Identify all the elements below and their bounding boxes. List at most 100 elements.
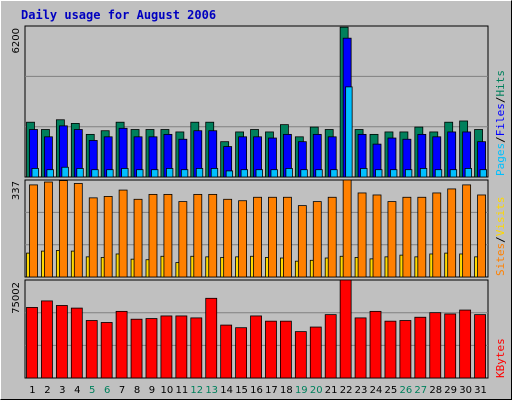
bar-pages (464, 168, 473, 178)
legend-middle: Sites/Visits (494, 197, 507, 277)
legend-hits: Hits (494, 70, 507, 97)
y-max-label-middle: 337 (11, 181, 22, 200)
legend-visits: Visits (494, 197, 507, 237)
chart-title: Daily usage for August 2006 (21, 8, 216, 22)
x-tick-label: 20 (310, 385, 323, 396)
bar-sites (312, 201, 322, 278)
bar-sites (208, 193, 218, 278)
bar-kbytes (444, 313, 457, 379)
y-max-label-bottom: 75002 (11, 282, 22, 314)
x-tick-label: 18 (280, 385, 293, 396)
x-tick-label: 10 (161, 385, 174, 396)
panel-hits-files-pages (24, 25, 489, 178)
bar-sites (148, 193, 158, 278)
bar-sites (327, 196, 337, 278)
bar-kbytes (369, 310, 382, 379)
bar-pages (91, 169, 99, 178)
bar-kbytes (41, 300, 53, 379)
bar-kbytes (145, 318, 158, 379)
legend-sep-2: / (494, 97, 507, 104)
bar-sites (103, 196, 113, 278)
bar-pages (270, 169, 278, 178)
bar-kbytes (459, 309, 472, 379)
bar-kbytes (384, 320, 397, 379)
bar-sites (283, 196, 292, 278)
bar-kbytes (130, 318, 143, 379)
legend-sites: Sites (494, 243, 507, 276)
x-tick-label: 8 (134, 385, 140, 396)
bar-pages (240, 169, 248, 178)
x-tick-label: 23 (355, 385, 368, 396)
bar-pages (225, 170, 234, 178)
bar-kbytes (250, 315, 262, 379)
bar-sites (133, 198, 143, 278)
x-tick-label: 2 (44, 385, 50, 396)
bar-pages (449, 169, 458, 178)
bar-pages (404, 169, 413, 178)
bar-kbytes (220, 324, 233, 379)
bar-sites (253, 196, 262, 278)
bar-sites (88, 197, 98, 278)
bar-pages (434, 169, 443, 178)
bar-kbytes (190, 317, 203, 379)
legend-sep-1: / (494, 136, 507, 143)
x-tick-label: 29 (444, 385, 457, 396)
bar-pages (360, 168, 368, 178)
bar-pages (106, 169, 114, 178)
bar-pages (46, 169, 54, 178)
bar-kbytes (265, 320, 277, 379)
x-tick-label: 17 (265, 385, 278, 396)
bar-kbytes (175, 315, 188, 379)
bar-sites (268, 196, 277, 278)
bar-kbytes (70, 307, 83, 379)
bar-kbytes (280, 320, 292, 379)
x-axis-day-labels: 1 2 3 4 5 6 7 8 9 10 11 12 13 14 15 16 17 18 19 20 21 22 23 24 2… (29, 385, 487, 396)
bar-kbytes (205, 297, 218, 379)
legend-top: Pages/Files/Hits (494, 70, 507, 176)
x-tick-label: 21 (325, 385, 338, 396)
bar-kbytes (429, 312, 442, 379)
bar-sites (223, 198, 233, 278)
x-tick-label: 24 (370, 385, 383, 396)
bar-pages (166, 168, 174, 178)
y-max-label-top: 6200 (11, 28, 22, 53)
x-tick-label: 19 (295, 385, 308, 396)
bar-sites (193, 193, 203, 278)
bar-pages (479, 169, 487, 178)
bar-sites (238, 200, 247, 278)
x-tick-label: 5 (89, 385, 95, 396)
bar-kbytes (309, 326, 322, 379)
bar-sites (372, 194, 382, 278)
bar-pages (180, 169, 189, 178)
bar-kbytes (85, 320, 98, 379)
bar-sites (29, 184, 38, 278)
bar-kbytes (26, 307, 38, 379)
bar-sites (357, 192, 367, 278)
bar-pages (151, 169, 159, 178)
bar-sites (178, 201, 188, 278)
bar-sites (462, 184, 472, 278)
bar-pages (375, 169, 383, 178)
x-tick-label: 22 (340, 385, 353, 396)
bar-pages (195, 168, 204, 178)
x-tick-label: 4 (74, 385, 80, 396)
x-tick-label: 12 (190, 385, 203, 396)
bar-sites (297, 205, 307, 278)
x-tick-label: 30 (459, 385, 472, 396)
bar-sites (447, 188, 457, 278)
bar-kbytes (399, 320, 412, 379)
bar-pages (419, 168, 428, 178)
x-tick-label: 1 (29, 385, 35, 396)
bar-kbytes (55, 305, 68, 379)
x-tick-label: 28 (429, 385, 442, 396)
bar-kbytes (354, 317, 367, 379)
x-tick-label: 27 (414, 385, 427, 396)
bar-pages (76, 168, 84, 178)
x-tick-label: 31 (474, 385, 487, 396)
bar-pages (255, 169, 263, 178)
bar-pages (210, 168, 219, 178)
bar-kbytes (339, 279, 352, 379)
bar-pages (330, 169, 338, 178)
